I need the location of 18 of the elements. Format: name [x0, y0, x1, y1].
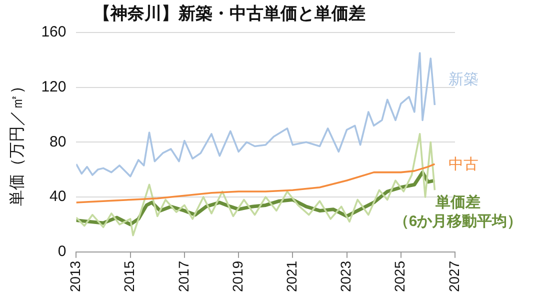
x-tick-label: 2027 [446, 260, 462, 292]
x-tick-label: 2017 [175, 260, 192, 292]
series-label: 新築 [448, 70, 479, 89]
y-tick-label: 0 [58, 242, 66, 260]
x-tick-label: 2019 [229, 260, 246, 292]
x-tick-label: 2021 [284, 260, 300, 292]
x-tick-label: 2013 [67, 260, 84, 292]
y-tick-label: 80 [50, 133, 66, 150]
chart-title: 【神奈川】新築・中古単価と単価差 [94, 4, 366, 23]
x-tick-label: 2015 [121, 260, 138, 292]
series-label: 単価差（6か月移動平均） [392, 192, 524, 231]
y-tick-label: 160 [41, 24, 66, 41]
x-tick-label: 2023 [338, 260, 354, 292]
series-label: 中古 [448, 154, 479, 174]
y-tick-label: 120 [41, 78, 66, 96]
y-tick-label: 40 [50, 188, 66, 206]
y-axis-title: 単価（万円／㎡） [9, 78, 26, 206]
x-tick-label: 2025 [392, 260, 408, 292]
